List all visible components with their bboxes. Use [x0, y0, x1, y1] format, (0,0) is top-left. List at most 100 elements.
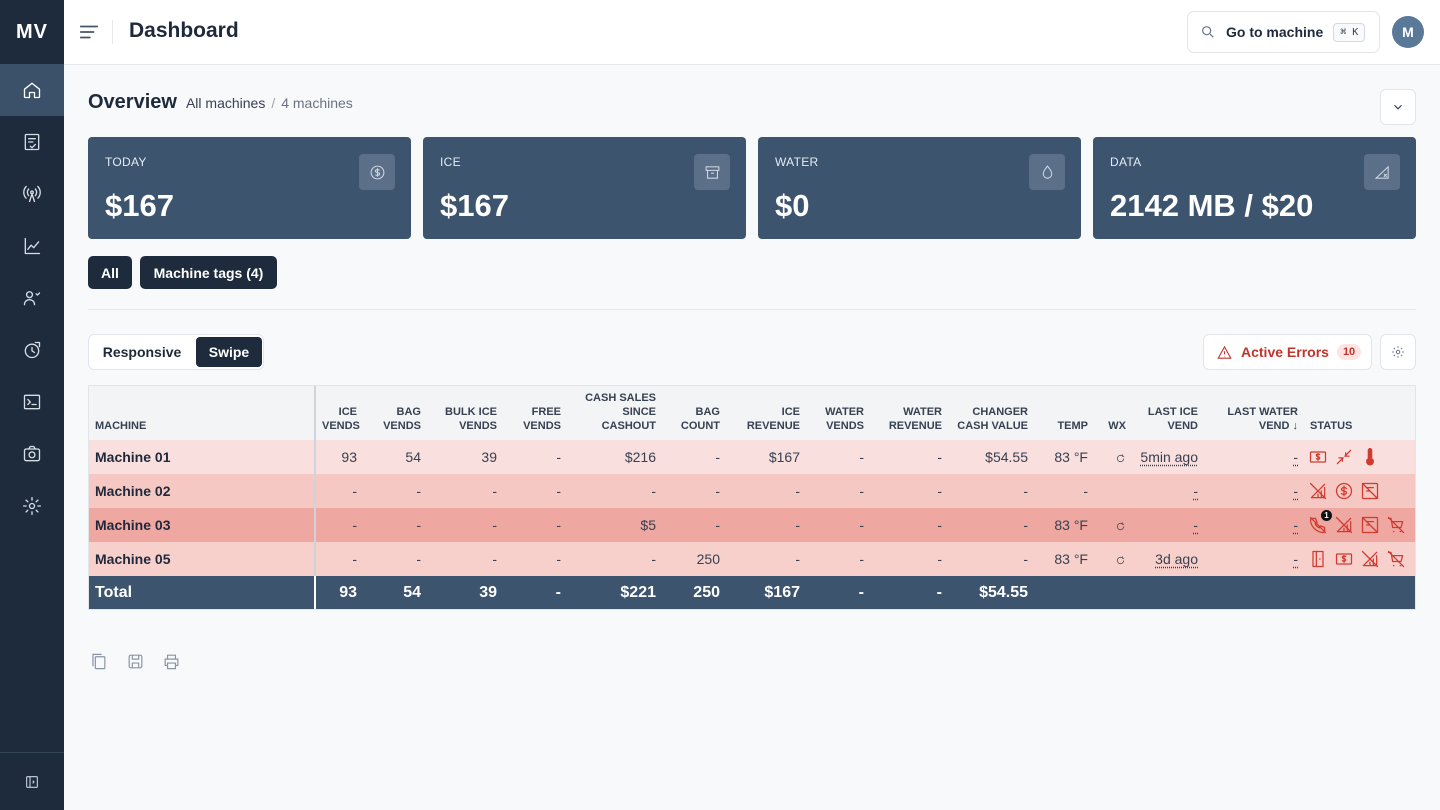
column-header-last-ice-vend[interactable]: LAST ICE VEND: [1132, 386, 1204, 440]
column-header-machine[interactable]: MACHINE: [89, 386, 316, 440]
cash-sales-cell: $216: [567, 440, 662, 474]
last-water-vend-cell[interactable]: -: [1204, 474, 1304, 508]
no-bill-icon[interactable]: [1360, 481, 1380, 501]
total-cash-sales: $221: [567, 576, 662, 609]
machine-name-cell[interactable]: Machine 05: [89, 542, 316, 576]
last-ice-vend-cell[interactable]: -: [1132, 474, 1204, 508]
table-row[interactable]: Machine 02- - - - - - - - - - - - -: [89, 474, 1415, 508]
coin-icon[interactable]: [1334, 481, 1354, 501]
wx-cell: [1094, 508, 1132, 542]
sidebar-item-camera[interactable]: [0, 428, 64, 480]
last-water-vend-cell[interactable]: -: [1204, 440, 1304, 474]
table-row[interactable]: Machine 05- - - - -250- - - -83 °F 3d ago -: [89, 542, 1415, 576]
breadcrumb-all-machines[interactable]: All machines: [185, 95, 266, 111]
column-header-label: LAST WATER VEND: [1227, 406, 1298, 432]
copy-button[interactable]: [89, 652, 109, 672]
total-empty-cell: [1034, 576, 1094, 609]
machine-tags-button[interactable]: Machine tags (4): [140, 256, 277, 289]
last-water-vend-cell[interactable]: -: [1204, 542, 1304, 576]
thermometer-icon[interactable]: [1360, 447, 1380, 467]
no-phone-icon[interactable]: 1: [1308, 510, 1332, 535]
sidebar-item-users[interactable]: [0, 272, 64, 324]
collapse-icon[interactable]: [1334, 447, 1354, 467]
total-ice-vends: 93: [315, 576, 363, 609]
refresh-icon: [1116, 556, 1125, 564]
column-header-ice-vends[interactable]: ICE VENDS: [315, 386, 363, 440]
column-header-cash-sales[interactable]: CASH SALES SINCE CASHOUT: [567, 386, 662, 440]
column-header-status[interactable]: STATUS: [1304, 386, 1415, 440]
filter-all-button[interactable]: All: [88, 256, 132, 289]
avatar[interactable]: M: [1392, 16, 1424, 48]
column-header-water-vends[interactable]: WATER VENDS: [806, 386, 870, 440]
collapse-overview-button[interactable]: [1380, 89, 1416, 125]
cash-icon[interactable]: [1334, 549, 1354, 569]
sidebar-item-settings[interactable]: [0, 480, 64, 532]
home-icon: [23, 82, 41, 99]
table-settings-button[interactable]: [1380, 334, 1416, 370]
terminal-icon: [23, 394, 41, 410]
column-header-free-vends[interactable]: FREE VENDS: [503, 386, 567, 440]
bulk-ice-vends-cell: -: [427, 508, 503, 542]
column-header-bag-count[interactable]: BAG COUNT: [662, 386, 726, 440]
no-bill-icon[interactable]: [1360, 515, 1380, 535]
door-icon[interactable]: [1308, 549, 1328, 569]
total-label: Total: [89, 576, 316, 609]
divider: [88, 309, 1416, 310]
sidebar-item-network[interactable]: [0, 168, 64, 220]
machine-name-cell[interactable]: Machine 01: [89, 440, 316, 474]
last-ice-vend-cell[interactable]: -: [1132, 508, 1204, 542]
logo[interactable]: MV: [16, 20, 48, 43]
active-errors-label: Active Errors: [1241, 344, 1329, 360]
no-cart-icon[interactable]: [1386, 549, 1406, 569]
last-water-vend-cell[interactable]: -: [1204, 508, 1304, 542]
status-cell: [1304, 474, 1415, 508]
machine-name-cell[interactable]: Machine 03: [89, 508, 316, 542]
save-button[interactable]: [126, 652, 146, 672]
error-count-badge: 10: [1336, 344, 1362, 360]
total-water-vends: -: [806, 576, 870, 609]
no-signal-icon[interactable]: [1360, 549, 1380, 569]
column-header-changer-cash[interactable]: CHANGER CASH VALUE: [948, 386, 1034, 440]
column-header-wx[interactable]: WX: [1094, 386, 1132, 440]
search-icon: [1202, 26, 1214, 38]
table-row[interactable]: Machine 03- - - - $5- - - - -83 °F - -1: [89, 508, 1415, 542]
cash-icon[interactable]: [1308, 447, 1328, 467]
bag-count-cell: 250: [662, 542, 726, 576]
table-row[interactable]: Machine 01 93 54 39- $216- $167- - $54.55 83 °F 5…: [89, 440, 1415, 474]
sidebar-item-home[interactable]: [0, 64, 64, 116]
no-signal-icon[interactable]: [1308, 481, 1328, 501]
sidebar-item-tasks[interactable]: [0, 116, 64, 168]
column-header-bulk-ice-vends[interactable]: BULK ICE VENDS: [427, 386, 503, 440]
section-title: Overview: [88, 91, 177, 113]
sidebar-item-analytics[interactable]: [0, 220, 64, 272]
last-ice-vend-cell[interactable]: 3d ago: [1132, 542, 1204, 576]
go-to-machine-button[interactable]: Go to machine ⌘ K: [1187, 11, 1380, 53]
sidebar-collapse-button[interactable]: [0, 752, 64, 810]
menu-button[interactable]: [78, 21, 100, 43]
temp-cell: 83 °F: [1034, 440, 1094, 474]
responsive-view-button[interactable]: Responsive: [102, 344, 182, 360]
no-signal-icon[interactable]: [1334, 515, 1354, 535]
stat-card-data: DATA 2142 MB / $20: [1093, 137, 1416, 239]
column-header-ice-revenue[interactable]: ICE REVENUE: [726, 386, 806, 440]
sidebar-toggle-icon: [26, 775, 38, 788]
sidebar-item-history[interactable]: [0, 324, 64, 376]
gear-icon: [1392, 346, 1404, 358]
bulk-ice-vends-cell: 39: [427, 440, 503, 474]
last-ice-vend-cell[interactable]: 5min ago: [1132, 440, 1204, 474]
ice-vends-cell: -: [315, 508, 363, 542]
no-cart-icon[interactable]: [1386, 515, 1406, 535]
sidebar-item-terminal[interactable]: [0, 376, 64, 428]
column-header-water-revenue[interactable]: WATER REVENUE: [870, 386, 948, 440]
active-errors-button[interactable]: Active Errors 10: [1203, 334, 1372, 370]
column-header-temp[interactable]: TEMP: [1034, 386, 1094, 440]
signal-icon: [1374, 165, 1389, 179]
column-header-last-water-vend[interactable]: LAST WATER VEND ↓: [1204, 386, 1304, 440]
total-ice-revenue: $167: [726, 576, 806, 609]
column-header-bag-vends[interactable]: BAG VENDS: [363, 386, 427, 440]
swipe-view-button[interactable]: Swipe: [196, 337, 262, 367]
antenna-icon: [23, 185, 41, 203]
print-button[interactable]: [162, 652, 182, 672]
machine-name-cell[interactable]: Machine 02: [89, 474, 316, 508]
breadcrumb: Overview All machines / 4 machines: [88, 91, 353, 114]
